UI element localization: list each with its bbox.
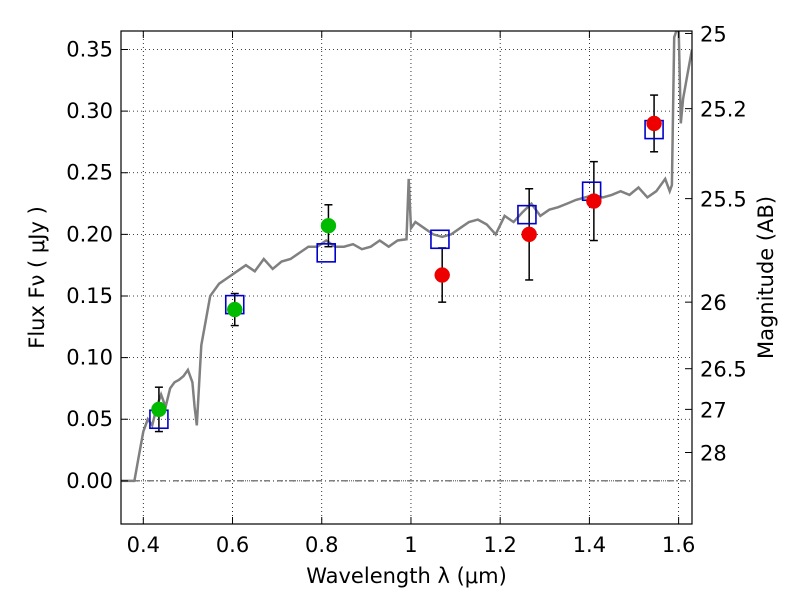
y-tick-label: 0.20 [66,222,113,246]
right-tick-label: 26 [700,291,727,315]
right-tick-label: 25.5 [700,188,747,212]
x-tick-label: 1 [404,533,417,557]
y-tick-label: 0.30 [66,99,113,123]
y-tick-label: 0.35 [66,37,113,61]
y-tick-label: 0.05 [66,407,113,431]
y-tick-label: 0.10 [66,346,113,370]
x-tick-label: 1.2 [483,533,516,557]
y-tick-label: 0.25 [66,161,113,185]
x-tick-label: 0.4 [127,533,160,557]
x-tick-label: 0.6 [216,533,249,557]
right-axis-label: Magnitude (AB) [754,196,778,359]
right-tick-label: 25 [700,22,727,46]
observed-points [151,115,662,418]
model-square [430,229,450,250]
model-square [316,243,337,263]
model-sed-layer [121,31,692,483]
model-sed-line [121,31,692,483]
y-axis-label: Flux Fν ( μJy ) [25,206,49,349]
observed-point [646,115,662,132]
observed-point [227,301,243,318]
model-squares [149,119,664,430]
observed-point [434,267,450,283]
x-tick-label: 1.4 [573,533,606,557]
observed-point [521,226,537,243]
right-tick-label: 26.5 [700,358,747,382]
right-tick-label: 28 [700,442,727,466]
observed-point [586,193,602,209]
model-square [517,204,537,225]
x-axis-label: Wavelength λ (μm) [306,564,507,588]
error-bars [154,94,659,433]
plot-frame [120,30,693,525]
x-tick-label: 1.6 [662,533,695,557]
right-tick-label: 27 [700,398,727,422]
observed-point [320,217,337,234]
right-tick-label: 25.2 [700,98,747,122]
y-tick-label: 0.15 [66,284,113,308]
ticks: 0.4 0.6 0.8 1 1.2 1.4 1.6 0.00 0.05 0.10 0.15 0.20 0… [66,22,747,557]
x-tick-label: 0.8 [305,533,338,557]
y-tick-label: 0.00 [66,469,113,493]
observed-point [151,401,167,418]
grid [121,31,692,524]
